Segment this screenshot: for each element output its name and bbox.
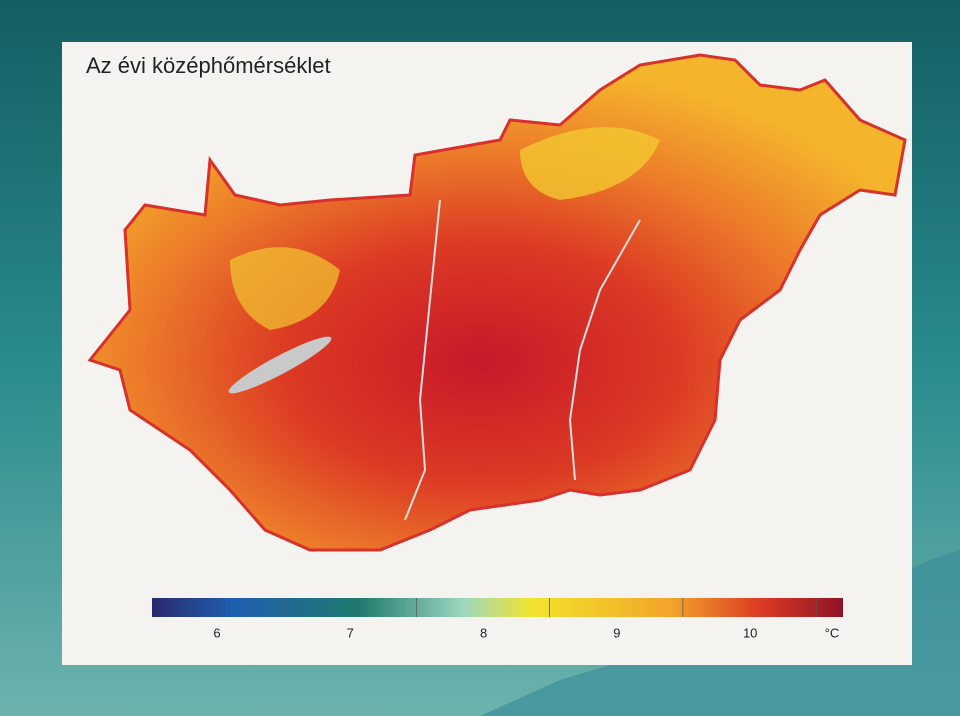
country-shape	[87, 53, 907, 552]
scale-label: 6	[213, 625, 220, 640]
river	[568, 219, 641, 481]
decoration	[480, 550, 960, 716]
scale-unit: °C	[825, 625, 840, 640]
scale-label: 7	[347, 625, 354, 640]
hill-region	[230, 247, 340, 330]
river	[404, 199, 441, 521]
scale-label: 9	[613, 625, 620, 640]
scale-label: 8	[480, 625, 487, 640]
scale-ticks: 6 7 8 9 10 °C	[213, 598, 839, 640]
lake	[228, 336, 332, 394]
color-scale	[152, 598, 843, 617]
map-title: Az évi középhőmérséklet	[86, 53, 331, 78]
hill-region	[520, 127, 660, 200]
scale-label: 10	[743, 625, 757, 640]
